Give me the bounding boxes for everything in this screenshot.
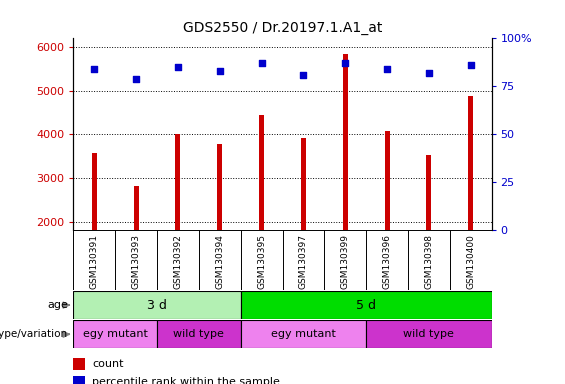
Bar (427, 156, 431, 230)
Bar (176, 134, 180, 230)
Bar (366, 320, 492, 348)
Text: age: age (47, 300, 68, 310)
Text: GSM130397: GSM130397 (299, 234, 308, 289)
Text: GSM130399: GSM130399 (341, 234, 350, 289)
Text: GSM130391: GSM130391 (90, 234, 99, 289)
Bar (134, 186, 138, 230)
Bar (241, 320, 366, 348)
Point (299, 72, 308, 78)
Bar (73, 358, 85, 370)
Bar (218, 144, 222, 230)
Text: egy mutant: egy mutant (83, 329, 147, 339)
Text: wild type: wild type (403, 329, 454, 339)
Point (341, 60, 350, 66)
Bar (157, 320, 241, 348)
Text: egy mutant: egy mutant (271, 329, 336, 339)
Bar (259, 115, 264, 230)
Bar (73, 291, 241, 319)
Text: GSM130396: GSM130396 (383, 234, 392, 289)
Text: 5 d: 5 d (356, 299, 376, 311)
Bar (343, 54, 347, 230)
Text: genotype/variation: genotype/variation (0, 329, 68, 339)
Point (132, 76, 141, 82)
Point (257, 60, 266, 66)
Point (383, 66, 392, 72)
Text: 3 d: 3 d (147, 299, 167, 311)
Bar (385, 131, 389, 230)
Point (173, 64, 182, 70)
Bar (73, 320, 157, 348)
Text: GSM130395: GSM130395 (257, 234, 266, 289)
Bar (468, 96, 473, 230)
Point (466, 62, 475, 68)
Text: GSM130392: GSM130392 (173, 234, 182, 289)
Text: wild type: wild type (173, 329, 224, 339)
Text: percentile rank within the sample: percentile rank within the sample (92, 377, 280, 384)
Bar (92, 153, 97, 230)
Title: GDS2550 / Dr.20197.1.A1_at: GDS2550 / Dr.20197.1.A1_at (183, 21, 382, 35)
Point (424, 70, 433, 76)
Bar (301, 138, 306, 230)
Text: GSM130398: GSM130398 (424, 234, 433, 289)
Text: GSM130400: GSM130400 (466, 234, 475, 289)
Text: GSM130393: GSM130393 (132, 234, 141, 289)
Point (90, 66, 99, 72)
Point (215, 68, 224, 74)
Text: GSM130394: GSM130394 (215, 234, 224, 289)
Bar (73, 376, 85, 384)
Text: count: count (92, 359, 124, 369)
Bar (241, 291, 492, 319)
